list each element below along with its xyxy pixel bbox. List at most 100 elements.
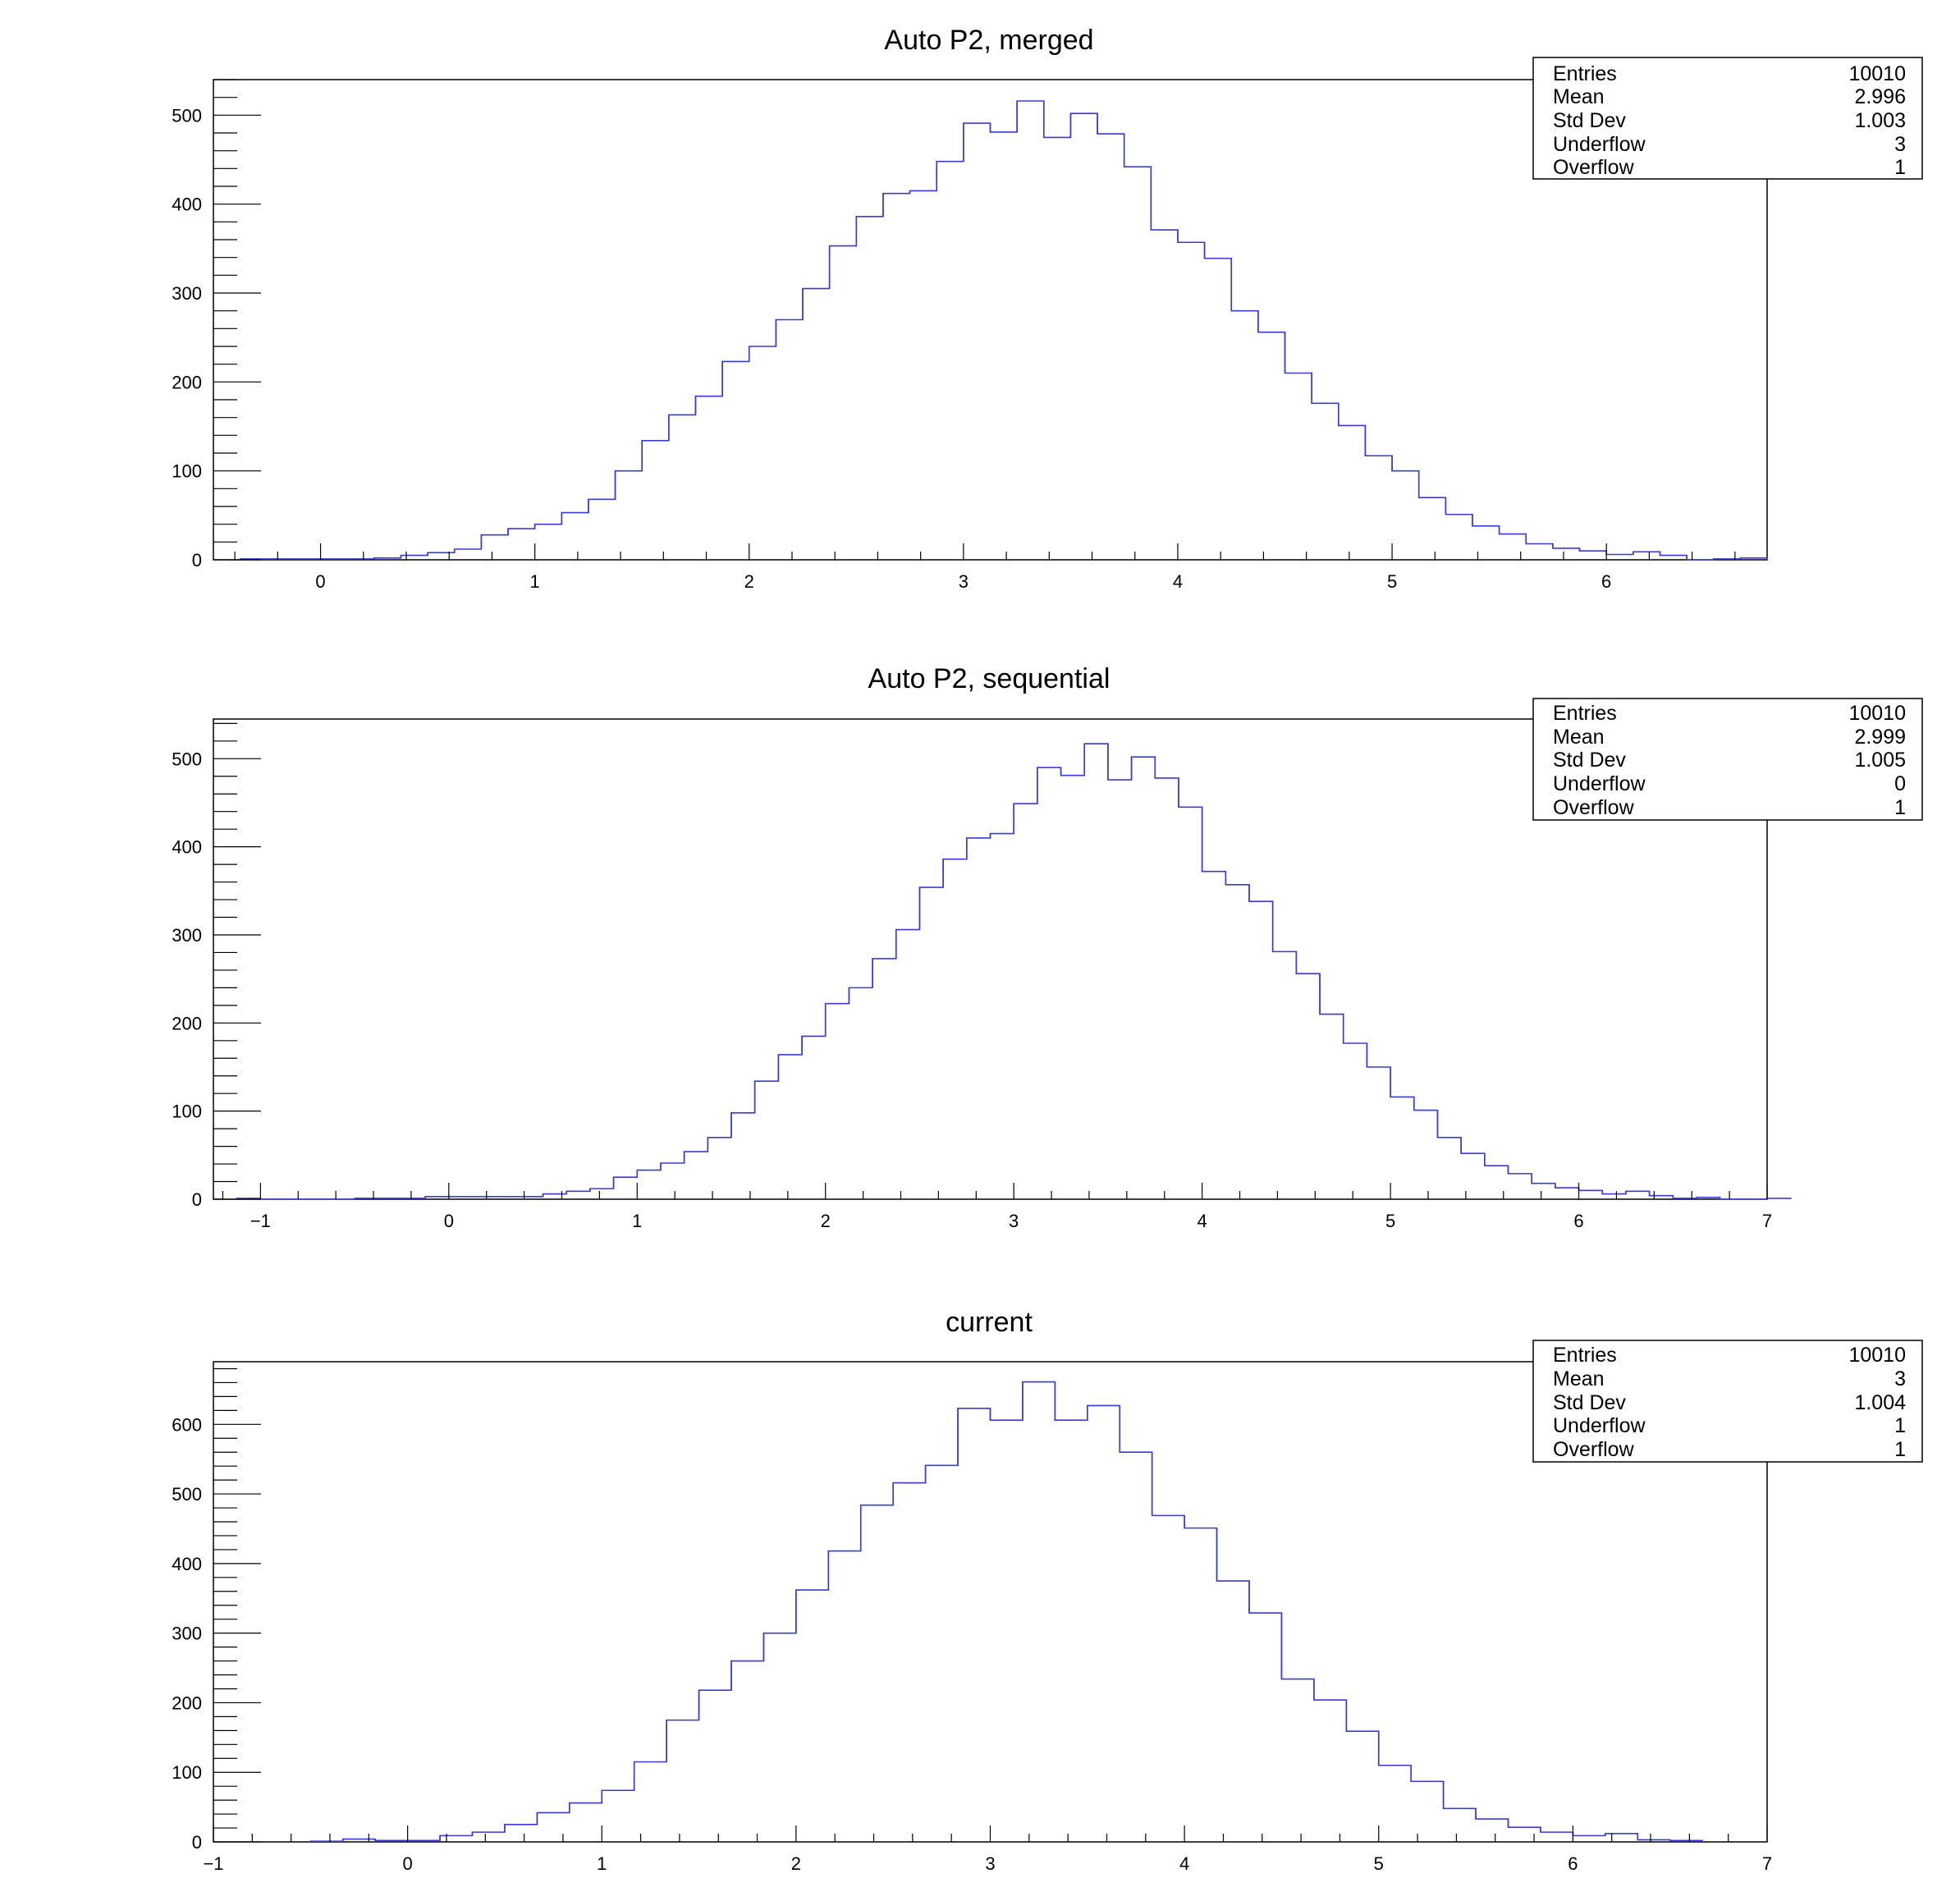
histogram-bin bbox=[259, 1198, 285, 1200]
histogram-bin bbox=[1417, 470, 1447, 515]
histogram-bin bbox=[1366, 1043, 1391, 1097]
histogram-bin bbox=[1248, 884, 1274, 952]
histogram-bin bbox=[589, 1177, 615, 1192]
x-tick-label: 7 bbox=[1762, 1211, 1772, 1231]
histogram-bin bbox=[668, 396, 697, 441]
histogram-bin bbox=[1295, 951, 1321, 1015]
histogram-bin bbox=[1390, 1066, 1415, 1111]
stats-box: Entries 10010 Mean 3 Std Dev 1.004 Under… bbox=[1532, 1340, 1923, 1463]
histogram-bin bbox=[471, 1824, 506, 1836]
stats-underflow-label: Underflow bbox=[1553, 133, 1646, 156]
histogram-bin bbox=[1686, 555, 1715, 561]
histogram-bin bbox=[1669, 1839, 1703, 1842]
stats-mean-value: 2.999 bbox=[1854, 726, 1906, 749]
histogram-bin bbox=[1507, 1819, 1541, 1833]
stats-overflow-label: Overflow bbox=[1553, 796, 1635, 819]
histogram-bin bbox=[1525, 534, 1554, 548]
stats-stddev-value: 1.004 bbox=[1854, 1391, 1906, 1414]
histogram-bin bbox=[1016, 100, 1045, 138]
histogram-bin bbox=[566, 1189, 591, 1194]
stats-stddev-value: 1.005 bbox=[1854, 749, 1906, 772]
stats-stddev-label: Std Dev bbox=[1553, 109, 1626, 132]
stats-box-frame bbox=[1532, 57, 1923, 180]
histogram-bin bbox=[1184, 1515, 1218, 1582]
histogram-bin bbox=[401, 1196, 426, 1199]
x-tick-label: 0 bbox=[315, 571, 325, 592]
histogram-bin bbox=[1345, 1700, 1380, 1766]
histogram-bin bbox=[775, 288, 804, 346]
histogram-bin bbox=[730, 1081, 756, 1138]
histogram-bin bbox=[588, 470, 616, 513]
histogram-bin bbox=[1054, 1381, 1088, 1422]
histogram-bin bbox=[827, 1505, 862, 1591]
histogram-bin bbox=[641, 415, 670, 471]
y-tick-label: 200 bbox=[172, 1693, 202, 1713]
histogram-bin bbox=[1391, 456, 1420, 498]
histogram-bin bbox=[1766, 1198, 1792, 1199]
histogram-bin bbox=[453, 534, 483, 553]
histogram-bin bbox=[1572, 1832, 1606, 1837]
stats-box: Entries 10010 Mean 2.996 Std Dev 1.003 U… bbox=[1532, 57, 1923, 180]
stats-underflow-label: Underflow bbox=[1553, 1414, 1646, 1437]
histogram-bin bbox=[354, 1198, 378, 1199]
stats-mean-label: Mean bbox=[1553, 1367, 1605, 1390]
stats-mean-label: Mean bbox=[1553, 85, 1605, 108]
stats-entries-label: Entries bbox=[1553, 1344, 1617, 1367]
histogram-bin bbox=[730, 1633, 765, 1691]
histogram-bin bbox=[924, 1408, 959, 1483]
histogram-bin bbox=[936, 123, 964, 191]
histogram-bin bbox=[989, 101, 1018, 133]
histogram-bin bbox=[1230, 258, 1259, 332]
stats-mean-value: 2.996 bbox=[1854, 85, 1906, 108]
x-tick-label: 6 bbox=[1568, 1853, 1578, 1874]
histogram-bin bbox=[1637, 1833, 1671, 1841]
histogram-bin bbox=[859, 1482, 894, 1551]
stats-overflow-label: Overflow bbox=[1553, 156, 1635, 179]
histogram-bin bbox=[373, 555, 402, 559]
x-tick-label: 5 bbox=[1374, 1853, 1384, 1874]
histogram-bin bbox=[1498, 525, 1527, 544]
histogram-bin bbox=[698, 1661, 732, 1720]
histogram-bin bbox=[989, 1381, 1024, 1422]
histogram-bin bbox=[1311, 373, 1339, 426]
histogram-bin bbox=[748, 319, 777, 362]
histogram-bin bbox=[963, 122, 991, 162]
stats-underflow-value: 1 bbox=[1894, 1414, 1906, 1437]
histogram-bin bbox=[1342, 1014, 1368, 1067]
histogram-marks: 0 100 200 300 400 500 0 1 2 3 4 5 6 bbox=[172, 79, 1768, 592]
histogram-bin bbox=[802, 245, 831, 320]
y-tick-label: 0 bbox=[192, 1832, 202, 1853]
histogram-bin bbox=[1460, 1137, 1486, 1166]
x-tick-label: 3 bbox=[1009, 1211, 1019, 1231]
plot-frame bbox=[213, 718, 1768, 1200]
histogram-bin bbox=[1178, 777, 1203, 872]
histogram-bin bbox=[1436, 1110, 1462, 1154]
histogram-bin bbox=[1013, 767, 1038, 834]
histogram-bin bbox=[1540, 1827, 1574, 1836]
stats-underflow-label: Underflow bbox=[1553, 772, 1646, 795]
histogram-bin bbox=[1284, 332, 1312, 404]
histogram-bin bbox=[848, 958, 873, 1004]
histogram-bin bbox=[1659, 552, 1688, 560]
histogram-bin bbox=[1119, 1405, 1153, 1516]
histogram-bin bbox=[1083, 743, 1109, 781]
histogram-bin bbox=[1445, 497, 1473, 526]
y-tick-label: 100 bbox=[172, 461, 202, 482]
histogram-bin bbox=[1123, 134, 1152, 231]
histogram-bin bbox=[1377, 1731, 1412, 1782]
y-tick-label: 0 bbox=[192, 1189, 202, 1210]
stats-stddev-label: Std Dev bbox=[1553, 749, 1626, 772]
histogram-bin bbox=[424, 1195, 449, 1198]
histogram-bin bbox=[721, 346, 750, 396]
x-tick-label: 6 bbox=[1573, 1211, 1583, 1231]
histogram-bin bbox=[1633, 551, 1661, 556]
stats-stddev-label: Std Dev bbox=[1553, 1391, 1626, 1414]
stats-overflow-label: Overflow bbox=[1553, 1438, 1635, 1461]
histogram-bin bbox=[1625, 1190, 1651, 1196]
histogram-bin bbox=[1060, 744, 1086, 776]
histogram-bin bbox=[1413, 1097, 1439, 1138]
histogram-bin bbox=[612, 1170, 639, 1189]
histogram-bin bbox=[1042, 101, 1072, 139]
histogram-bin bbox=[309, 1839, 344, 1842]
